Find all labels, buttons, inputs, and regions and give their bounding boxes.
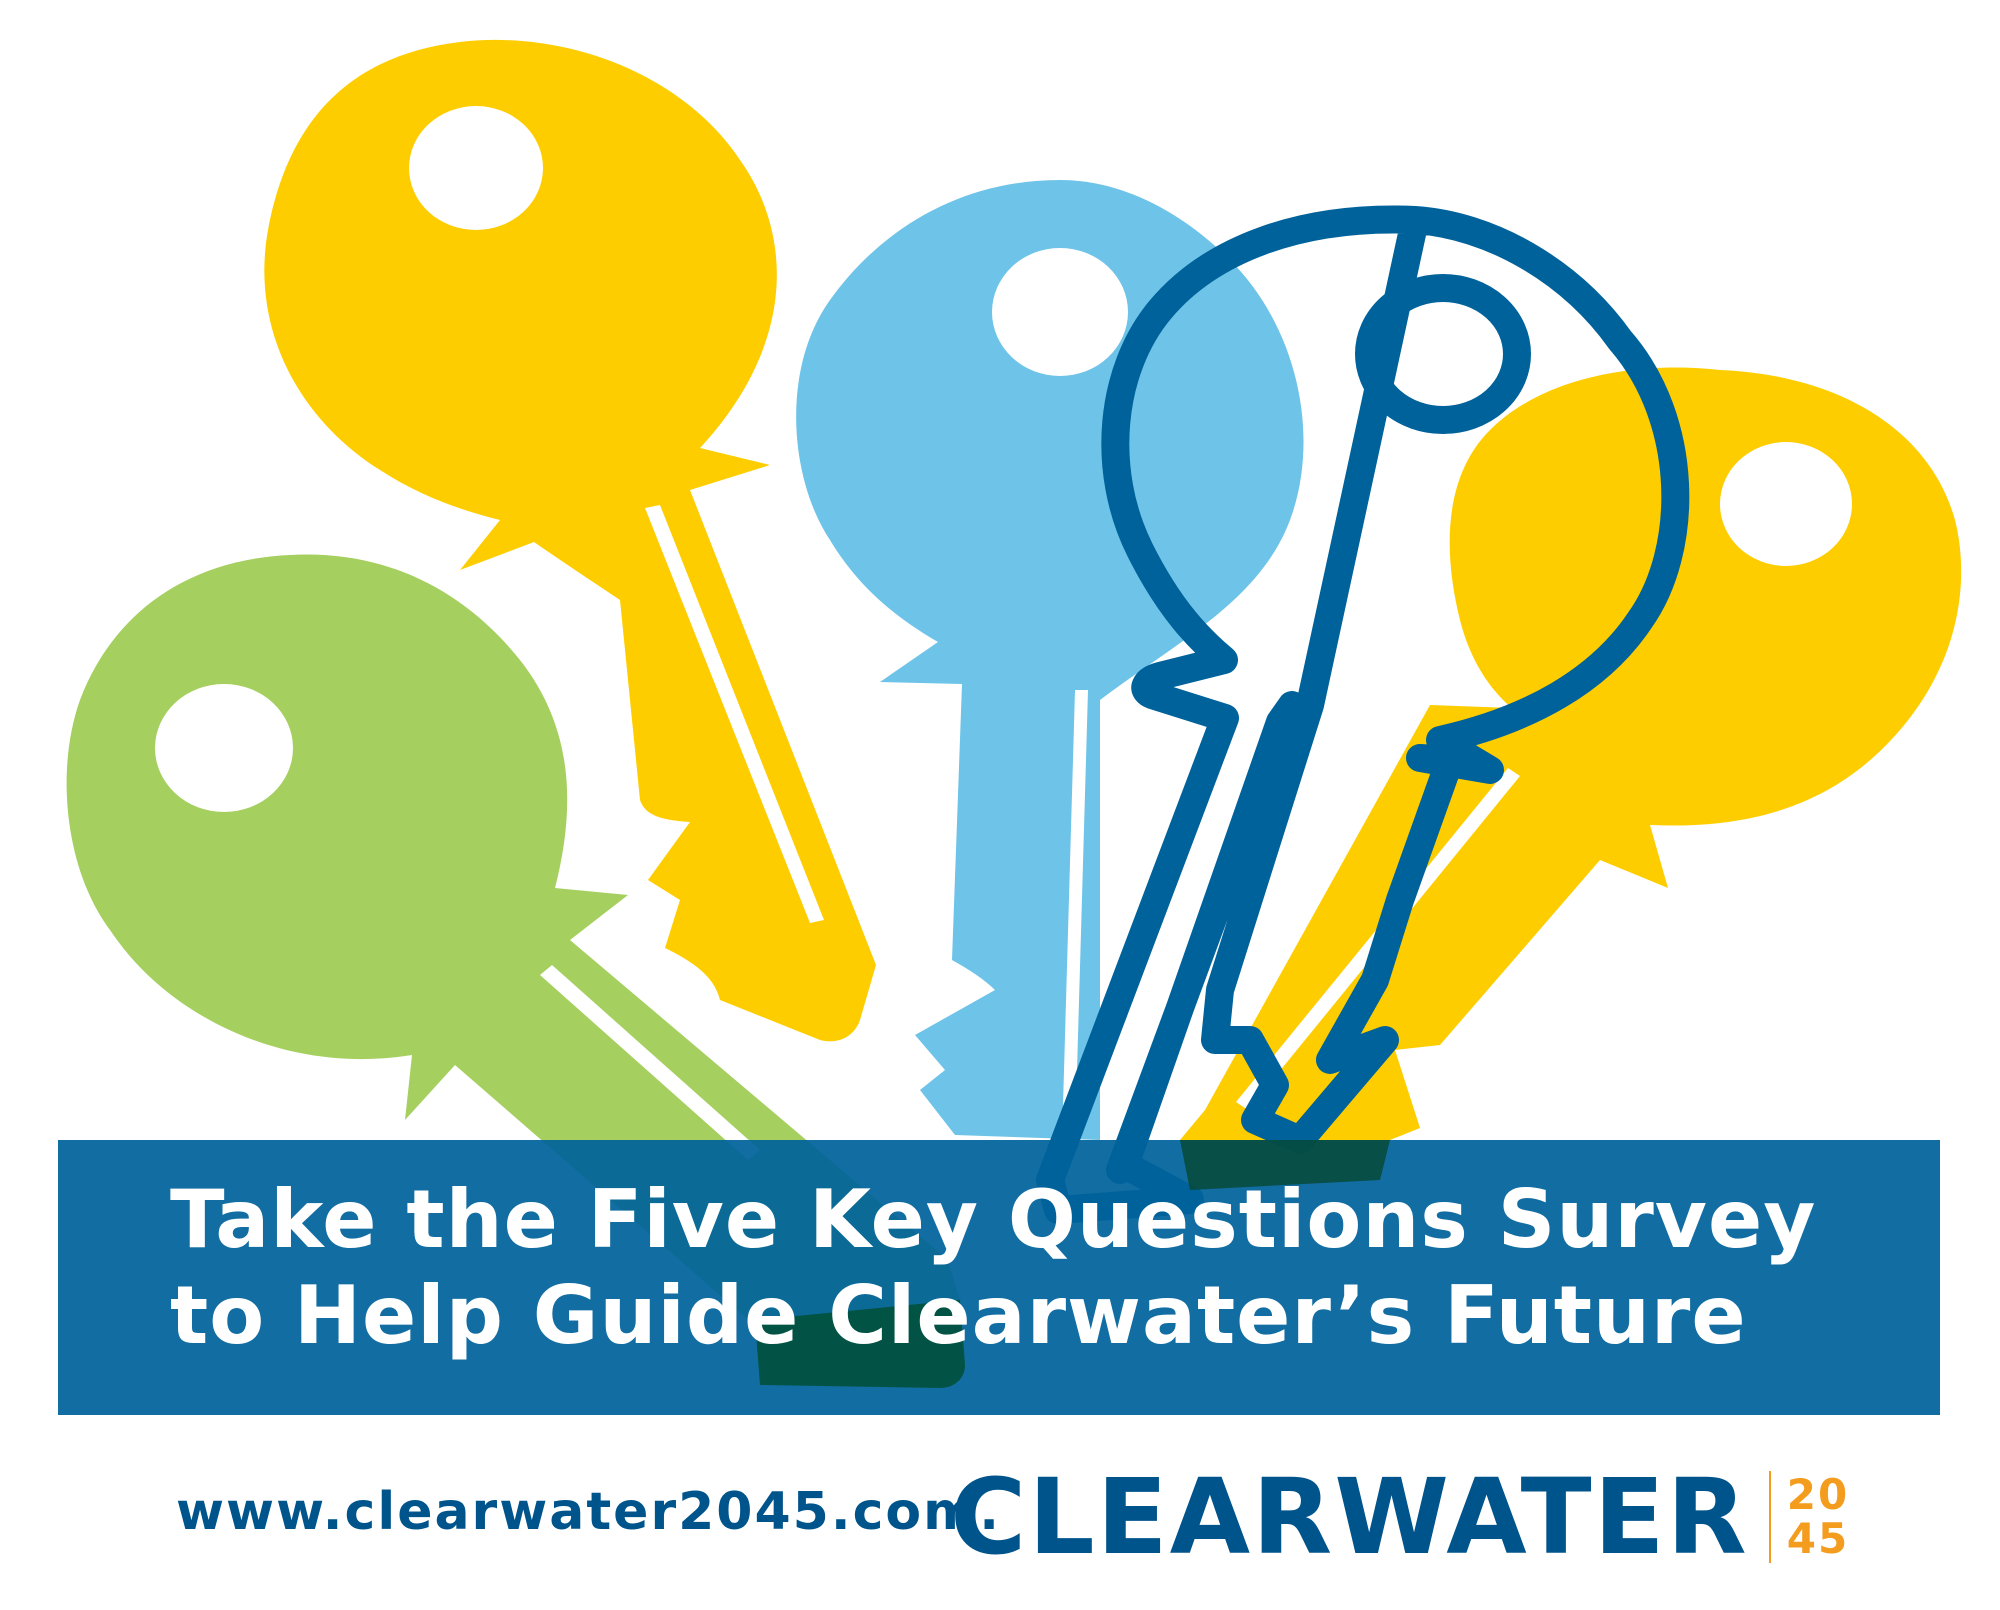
logo-divider xyxy=(1768,1471,1771,1563)
clearwater-2045-logo: CLEARWATER 20 45 xyxy=(950,1462,1849,1572)
logo-year-top: 20 xyxy=(1786,1470,1850,1519)
green-key-icon xyxy=(66,554,961,1330)
logo-wordmark: CLEARWATER xyxy=(950,1456,1749,1578)
headline-line-2: to Help Guide Clearwater’s Future xyxy=(170,1269,1747,1362)
logo-year-bottom: 45 xyxy=(1786,1514,1850,1563)
light-blue-key-icon xyxy=(796,180,1304,1140)
headline-banner xyxy=(58,1140,1940,1415)
website-link[interactable]: www.clearwater2045.com. xyxy=(176,1482,1002,1542)
headline-line-1: Take the Five Key Questions Survey xyxy=(170,1173,1817,1266)
yellow-key-icon xyxy=(264,39,876,1042)
logo-year: 20 45 xyxy=(1787,1473,1849,1561)
outlined-key-icon xyxy=(1036,205,1690,1224)
